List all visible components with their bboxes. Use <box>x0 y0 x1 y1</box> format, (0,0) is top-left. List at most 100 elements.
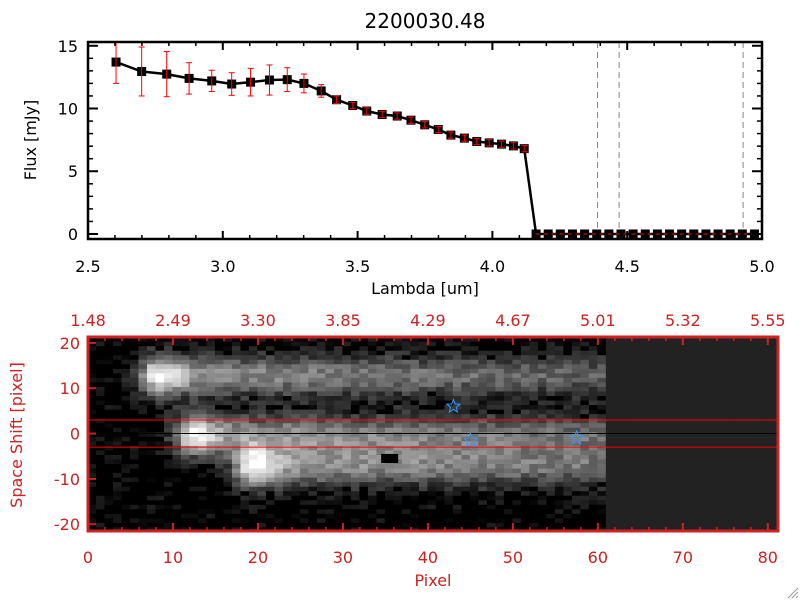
image-pixel <box>180 336 191 342</box>
image-pixel <box>206 435 216 442</box>
image-pixel <box>588 503 599 510</box>
image-pixel <box>367 336 378 342</box>
image-pixel <box>112 521 123 528</box>
image-pixel <box>265 358 276 365</box>
image-pixel <box>580 467 590 474</box>
image-pixel <box>231 413 242 419</box>
image-pixel <box>146 358 157 365</box>
image-pixel <box>648 381 658 387</box>
space-shift-axis-label: Space Shift [pixel] <box>7 362 26 508</box>
image-pixel <box>265 381 276 387</box>
image-pixel <box>707 481 718 487</box>
image-pixel <box>316 395 327 401</box>
image-pixel <box>767 376 777 383</box>
image-pixel <box>656 399 667 406</box>
image-pixel <box>758 503 769 510</box>
image-pixel <box>308 476 318 483</box>
image-pixel <box>741 526 752 532</box>
image-pixel <box>418 372 429 378</box>
image-pixel <box>214 463 225 469</box>
image-pixel <box>767 517 777 523</box>
image-pixel <box>767 340 777 347</box>
image-pixel <box>622 449 633 455</box>
image-pixel <box>350 476 361 483</box>
image-pixel <box>325 440 335 446</box>
image-pixel <box>597 517 607 523</box>
image-pixel <box>146 336 157 342</box>
image-pixel <box>231 408 242 415</box>
image-pixel <box>291 385 301 392</box>
resize-grip-icon[interactable] <box>787 587 799 599</box>
image-pixel <box>707 422 718 428</box>
image-pixel <box>537 363 548 369</box>
image-pixel <box>486 440 497 446</box>
image-pixel <box>580 526 590 532</box>
image-pixel <box>614 463 624 469</box>
image-pixel <box>563 336 573 342</box>
image-pixel <box>682 508 692 514</box>
image-pixel <box>367 404 378 410</box>
image-pixel <box>588 385 599 392</box>
image-pixel <box>155 354 165 360</box>
image-pixel <box>486 485 497 492</box>
image-pixel <box>367 494 378 501</box>
image-pixel <box>656 481 667 487</box>
image-pixel <box>257 395 267 401</box>
image-pixel <box>699 481 709 487</box>
image-pixel <box>665 526 675 532</box>
image-pixel <box>588 517 599 523</box>
image-pixel <box>155 435 165 442</box>
image-pixel <box>554 526 565 532</box>
image-pixel <box>393 435 403 442</box>
image-pixel <box>121 463 131 469</box>
image-pixel <box>342 372 352 378</box>
image-pixel <box>427 367 437 374</box>
image-pixel <box>163 476 174 483</box>
image-pixel <box>197 517 208 523</box>
image-pixel <box>155 476 165 483</box>
image-pixel <box>733 458 743 465</box>
image-pixel <box>223 408 233 415</box>
image-pixel <box>418 472 429 478</box>
image-pixel <box>112 372 123 378</box>
image-pixel <box>716 385 726 392</box>
image-pixel <box>376 490 386 496</box>
image-pixel <box>563 413 573 419</box>
image-pixel <box>733 521 743 528</box>
image-pixel <box>350 517 361 523</box>
image-pixel <box>563 395 573 401</box>
image-pixel <box>716 345 726 351</box>
image-pixel <box>180 345 191 351</box>
image-pixel <box>758 458 769 465</box>
image-pixel <box>299 490 310 496</box>
image-pixel <box>257 503 267 510</box>
image-pixel <box>197 435 208 442</box>
image-pixel <box>452 472 463 478</box>
image-pixel <box>597 453 607 460</box>
image-pixel <box>503 521 514 528</box>
image-pixel <box>163 467 174 474</box>
x-tick-label: 5.0 <box>749 257 774 276</box>
image-pixel <box>333 408 344 415</box>
image-pixel <box>282 395 293 401</box>
image-pixel <box>376 358 386 365</box>
image-pixel <box>231 385 242 392</box>
image-pixel <box>622 512 633 519</box>
image-pixel <box>325 372 335 378</box>
image-pixel <box>401 426 412 433</box>
image-pixel <box>282 390 293 397</box>
image-pixel <box>580 399 590 406</box>
image-pixel <box>282 408 293 415</box>
image-pixel <box>486 367 497 374</box>
image-pixel <box>673 372 684 378</box>
image-pixel <box>95 367 106 374</box>
image-pixel <box>367 390 378 397</box>
image-pixel <box>282 367 293 374</box>
image-pixel <box>223 440 233 446</box>
image-pixel <box>180 526 191 532</box>
image-pixel <box>452 381 463 387</box>
image-pixel <box>333 435 344 442</box>
image-pixel <box>427 467 437 474</box>
image-pixel <box>350 358 361 365</box>
image-pixel <box>546 385 556 392</box>
